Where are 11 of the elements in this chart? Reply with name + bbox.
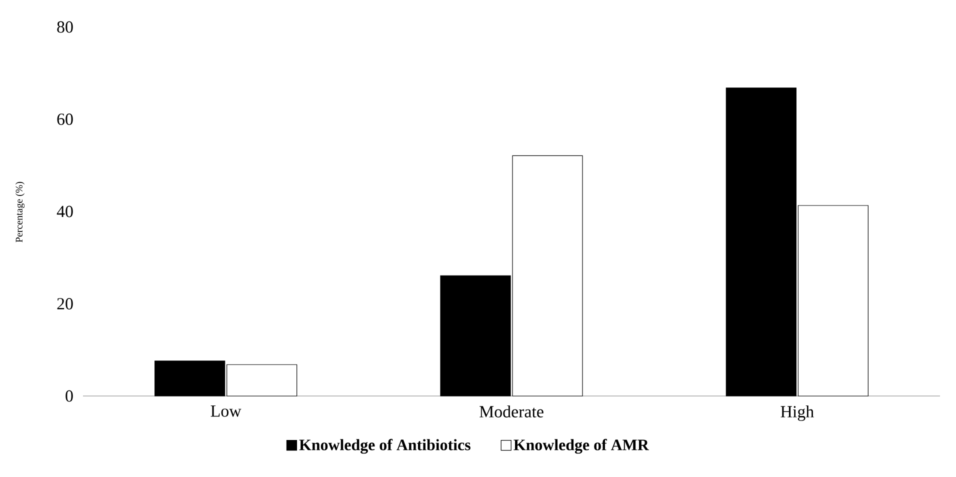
y-tick-label: 20: [57, 298, 73, 310]
legend-label: Knowledge of Antibiotics: [299, 438, 470, 454]
y-tick-label: 40: [56, 206, 73, 218]
y-axis-title: Percentage (%): [15, 182, 25, 242]
x-tick-label: Moderate: [480, 406, 544, 418]
y-tick-label: 0: [66, 390, 73, 402]
legend-label: Knowledge of AMR: [514, 438, 650, 454]
x-tick-label: Low: [210, 406, 242, 417]
y-tick-label: 60: [57, 114, 73, 125]
y-tick-label: 80: [57, 21, 73, 33]
x-tick-label: High: [780, 406, 814, 421]
